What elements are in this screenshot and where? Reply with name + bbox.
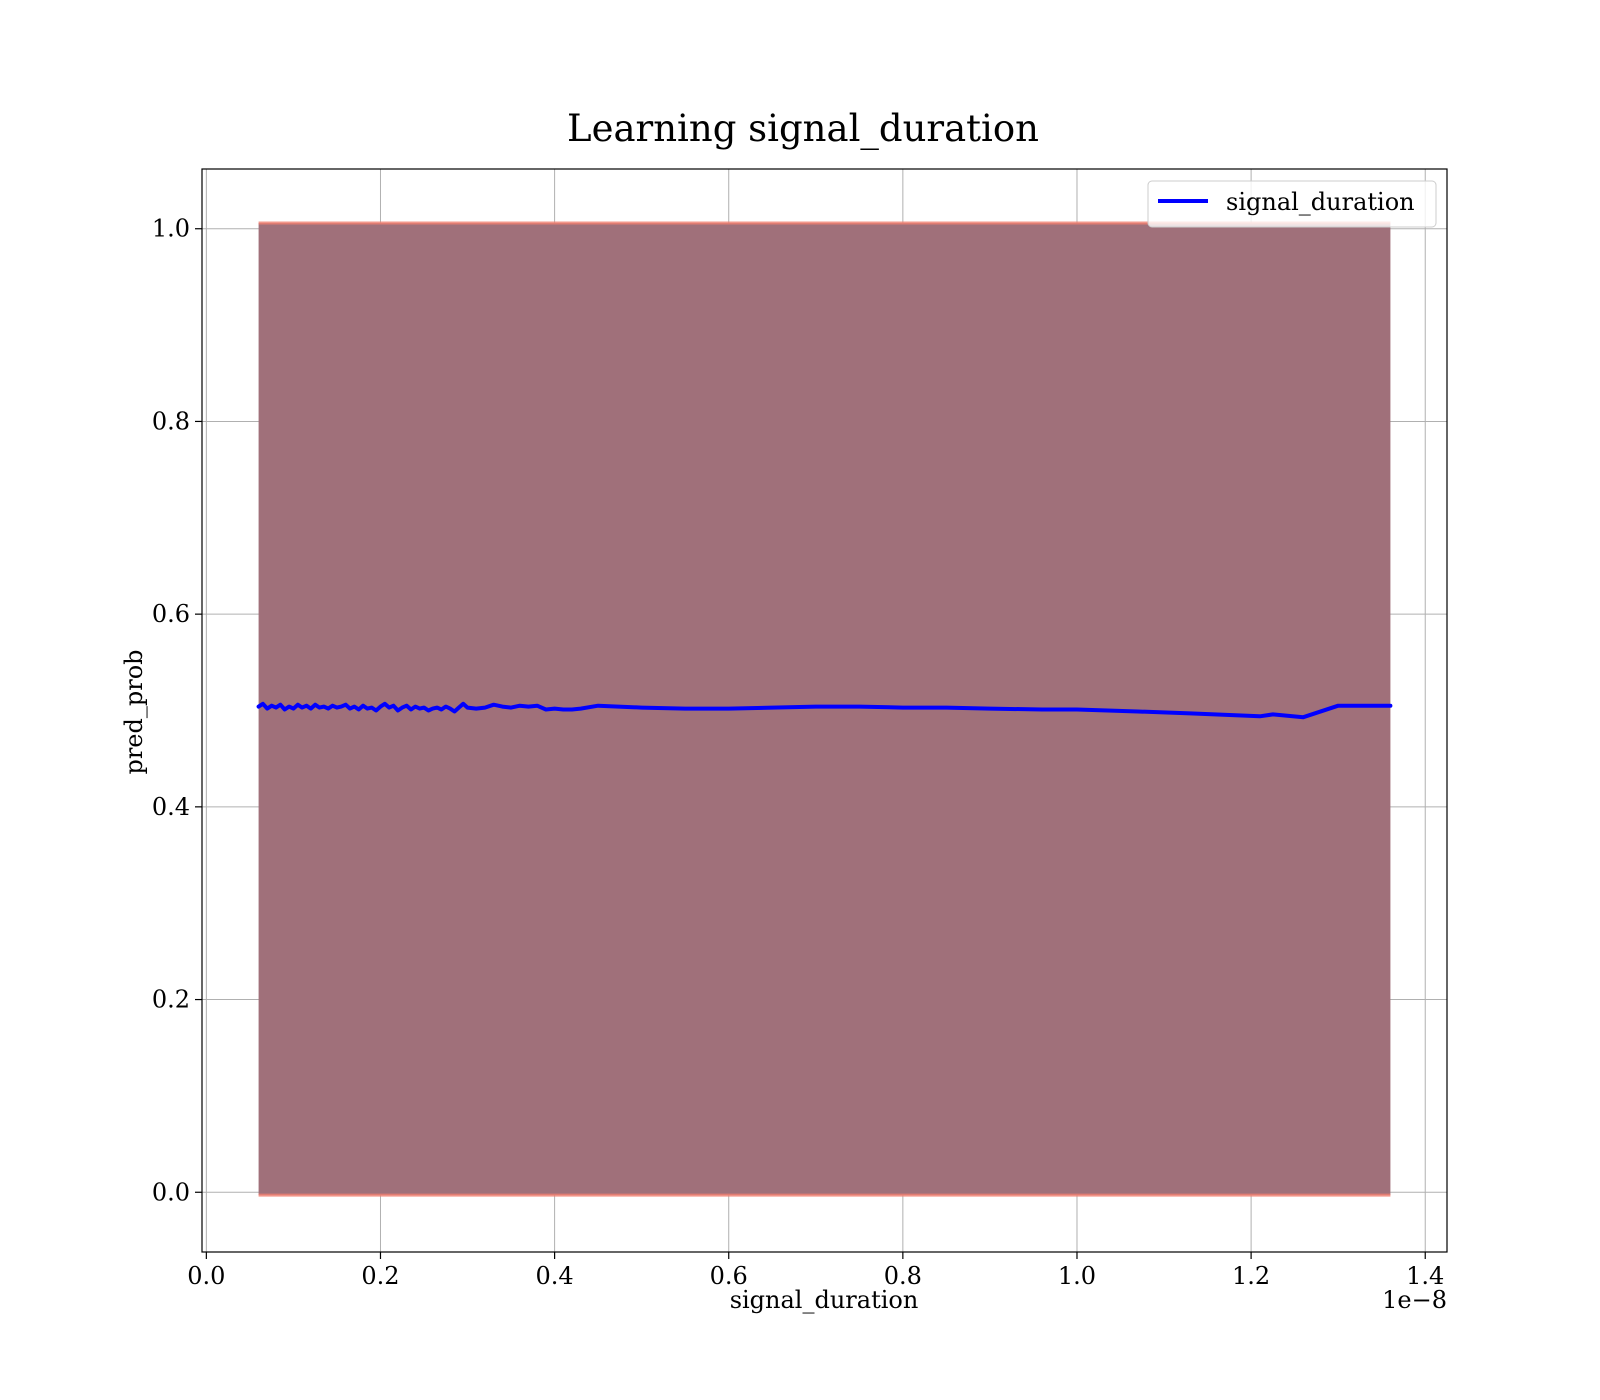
y-tick-label: 0.4 bbox=[152, 793, 190, 821]
y-tick-label: 0.8 bbox=[152, 407, 190, 435]
x-tick-label: 1.0 bbox=[1058, 1262, 1096, 1290]
x-tick-label: 0.0 bbox=[187, 1262, 225, 1290]
x-tick-label: 0.8 bbox=[884, 1262, 922, 1290]
x-tick-label: 0.4 bbox=[536, 1262, 574, 1290]
x-axis-offset-label: 1e−8 bbox=[1382, 1286, 1447, 1314]
x-axis-ticks: 0.0 0.2 0.4 0.6 0.8 1.0 1.2 1.4 bbox=[187, 1252, 1444, 1290]
y-tick-label: 0.0 bbox=[152, 1178, 190, 1206]
series-lines bbox=[256, 701, 1393, 720]
legend-box bbox=[1147, 180, 1437, 228]
plot-frame bbox=[201, 168, 1448, 1253]
legend: signal_duration bbox=[1147, 180, 1437, 228]
y-tick-label: 0.2 bbox=[152, 986, 190, 1014]
chart-title: Learning signal_duration bbox=[567, 107, 1039, 151]
y-tick-label: 1.0 bbox=[152, 215, 190, 243]
y-axis-ticks: 0.0 0.2 0.4 0.6 0.8 1.0 bbox=[152, 215, 202, 1206]
x-axis-label: signal_duration bbox=[730, 1286, 919, 1314]
legend-label: signal_duration bbox=[1226, 188, 1415, 216]
x-tick-label: 1.2 bbox=[1232, 1262, 1270, 1290]
series-line bbox=[256, 701, 1393, 720]
x-tick-label: 0.2 bbox=[361, 1262, 399, 1290]
x-tick-label: 0.6 bbox=[710, 1262, 748, 1290]
y-axis-label: pred_prob bbox=[120, 649, 148, 774]
y-tick-label: 0.6 bbox=[152, 600, 190, 628]
x-tick-label: 1.4 bbox=[1406, 1262, 1444, 1290]
